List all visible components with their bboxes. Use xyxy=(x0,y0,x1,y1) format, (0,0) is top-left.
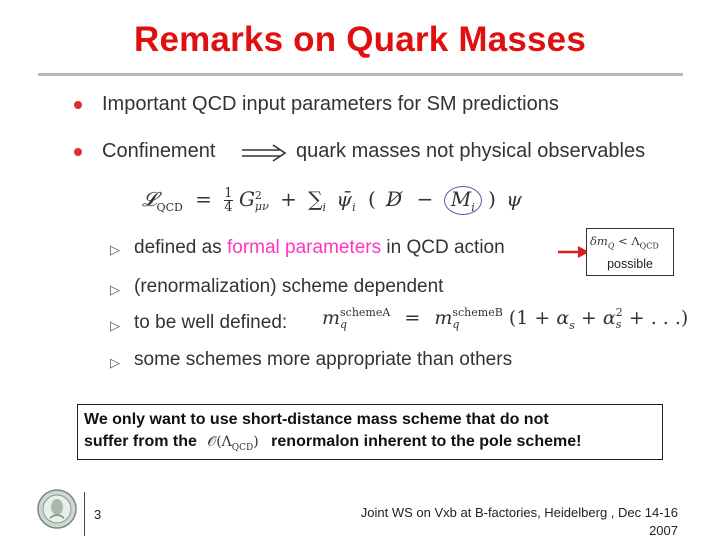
bullet-dot xyxy=(74,148,82,156)
footer-event: Joint WS on Vxb at B-factories, Heidelbe… xyxy=(360,505,678,538)
page-number: 3 xyxy=(94,507,102,522)
confinement-consequence: quark masses not physical observables xyxy=(296,140,646,162)
triangle-bullet-icon: ▷ xyxy=(110,355,120,370)
implies-arrow-icon xyxy=(242,144,287,162)
title-underline xyxy=(38,73,683,76)
order-lambda-qcd: 𝒪(ΛQCD) xyxy=(207,434,259,453)
triangle-bullet-icon: ▷ xyxy=(110,282,120,297)
lagrangian-symbol: 𝓛 xyxy=(142,187,157,211)
slide-title: Remarks on Quark Masses xyxy=(133,20,587,59)
mass-term-circled: Mi xyxy=(443,186,482,215)
note-box xyxy=(77,404,663,460)
sub-item-some-schemes: some schemes more appropriate than other… xyxy=(134,349,513,370)
sub-item-well-defined: to be well defined: xyxy=(134,312,288,333)
university-seal-icon xyxy=(37,489,77,529)
sub-item-scheme-dependent: (renormalization) scheme dependent xyxy=(134,276,444,297)
note-line-1: We only want to use short-distance mass … xyxy=(84,411,549,428)
bullet-qcd-input: Important QCD input parameters for SM pr… xyxy=(102,93,559,115)
sub-item-defined: defined as formal parameters in QCD acti… xyxy=(134,237,505,258)
callout-label: possible xyxy=(607,257,653,271)
qcd-lagrangian: 𝓛QCD = 1 4 G 2 μν + ∑i ψ̄i ( D̸ − Mi ) ψ xyxy=(142,186,522,215)
bullet-confinement: Confinement xyxy=(102,140,216,162)
triangle-bullet-icon: ▷ xyxy=(110,318,120,333)
triangle-bullet-icon: ▷ xyxy=(110,242,120,257)
formal-parameters-highlight: formal parameters xyxy=(226,237,382,258)
footer-divider xyxy=(84,492,85,536)
callout-box xyxy=(586,228,674,276)
note-line-2: suffer from the 𝒪(ΛQCD) renormalon inher… xyxy=(84,433,582,453)
red-arrow-icon xyxy=(558,246,589,258)
callout-inequality: δmQ < ΛQCD xyxy=(590,234,659,251)
bullet-dot xyxy=(74,101,82,109)
fraction-one-quarter: 1 4 xyxy=(224,186,233,215)
